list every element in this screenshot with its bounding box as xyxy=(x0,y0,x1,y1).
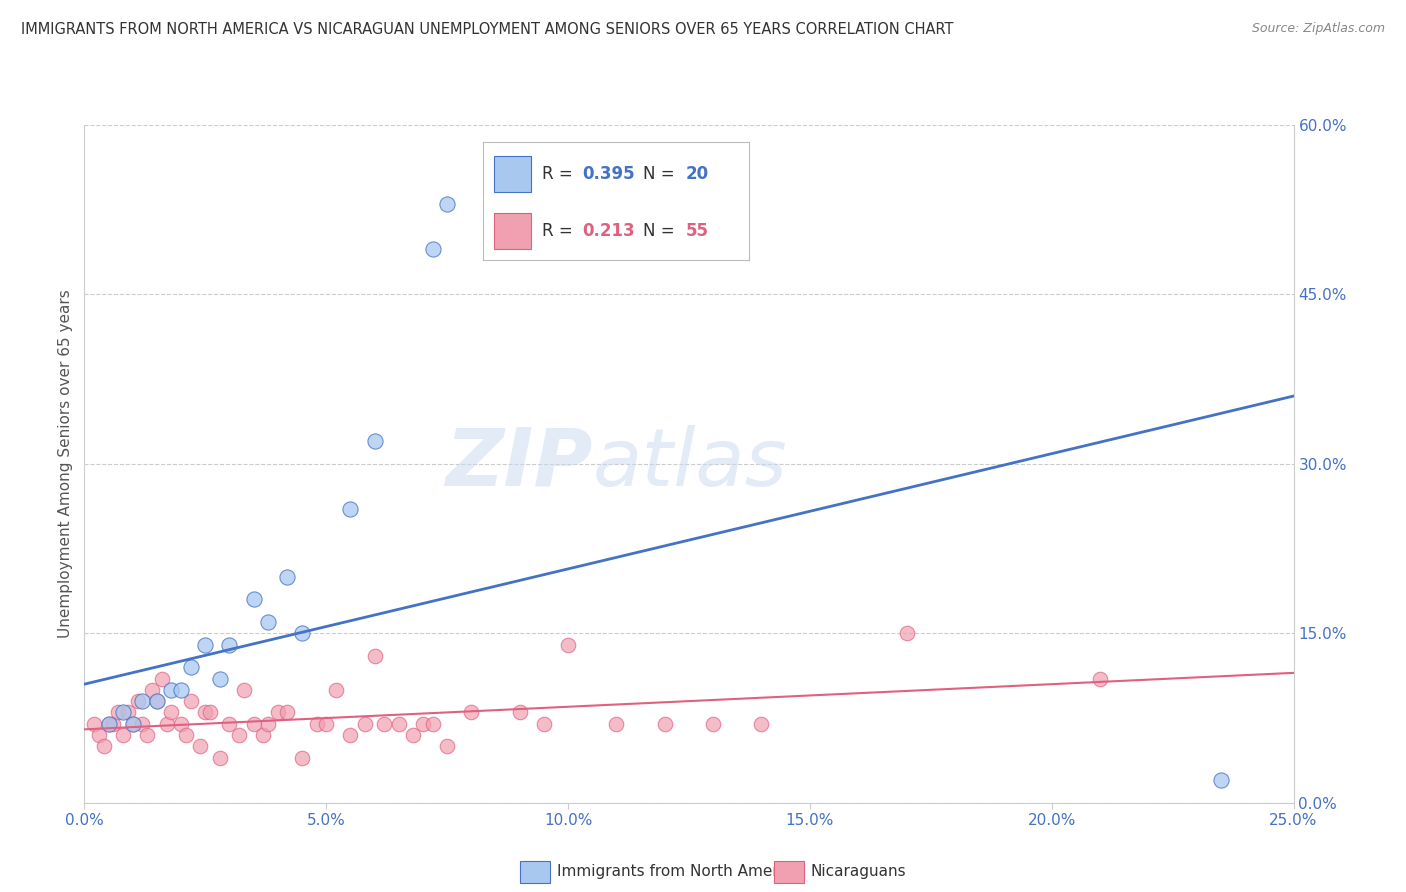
Point xyxy=(93,739,115,754)
Point xyxy=(533,716,555,731)
Point xyxy=(190,739,212,754)
Point xyxy=(257,716,280,731)
Point xyxy=(276,570,298,584)
Point xyxy=(291,750,314,764)
Point xyxy=(257,615,280,629)
Point xyxy=(97,716,120,731)
FancyBboxPatch shape xyxy=(494,213,531,249)
Point xyxy=(112,728,135,742)
Point xyxy=(276,706,298,720)
Point xyxy=(107,706,129,720)
Point xyxy=(112,706,135,720)
Point xyxy=(339,728,361,742)
Point xyxy=(339,502,361,516)
Point xyxy=(170,682,193,697)
Point xyxy=(103,716,125,731)
Point xyxy=(141,682,163,697)
Point xyxy=(315,716,337,731)
Point xyxy=(509,706,531,720)
Point xyxy=(146,694,169,708)
Point xyxy=(252,728,274,742)
Point xyxy=(363,434,385,449)
Point xyxy=(305,716,328,731)
Point xyxy=(605,716,627,731)
Text: Nicaraguans: Nicaraguans xyxy=(811,864,907,880)
Point xyxy=(180,660,202,674)
Point xyxy=(363,648,385,663)
Point xyxy=(460,706,482,720)
Point xyxy=(180,694,202,708)
Point xyxy=(388,716,411,731)
Point xyxy=(160,682,183,697)
Point xyxy=(896,626,918,640)
Point xyxy=(1088,672,1111,686)
Point xyxy=(198,706,221,720)
Point xyxy=(436,739,458,754)
Point xyxy=(436,197,458,211)
Point xyxy=(170,716,193,731)
Point xyxy=(155,716,177,731)
Text: Immigrants from North America: Immigrants from North America xyxy=(557,864,801,880)
Point xyxy=(174,728,197,742)
Point xyxy=(121,716,143,731)
Point xyxy=(150,672,173,686)
Point xyxy=(233,682,256,697)
Text: R =: R = xyxy=(541,222,578,240)
Point xyxy=(654,716,676,731)
FancyBboxPatch shape xyxy=(494,156,531,192)
Point xyxy=(557,638,579,652)
Point xyxy=(218,638,240,652)
Text: 0.395: 0.395 xyxy=(582,165,634,183)
Y-axis label: Unemployment Among Seniors over 65 years: Unemployment Among Seniors over 65 years xyxy=(58,290,73,638)
Point xyxy=(702,716,724,731)
Text: N =: N = xyxy=(643,165,681,183)
Point xyxy=(131,694,153,708)
Text: R =: R = xyxy=(541,165,578,183)
Point xyxy=(422,242,444,256)
Point xyxy=(751,716,773,731)
Point xyxy=(354,716,377,731)
Point xyxy=(208,750,231,764)
Point xyxy=(160,706,183,720)
Point xyxy=(131,716,153,731)
Point xyxy=(267,706,290,720)
Point xyxy=(127,694,149,708)
Text: 0.213: 0.213 xyxy=(582,222,634,240)
Point xyxy=(242,592,264,607)
Point xyxy=(228,728,250,742)
Point xyxy=(325,682,347,697)
Point xyxy=(373,716,395,731)
Text: ZIP: ZIP xyxy=(444,425,592,503)
Point xyxy=(117,706,139,720)
Text: IMMIGRANTS FROM NORTH AMERICA VS NICARAGUAN UNEMPLOYMENT AMONG SENIORS OVER 65 Y: IMMIGRANTS FROM NORTH AMERICA VS NICARAG… xyxy=(21,22,953,37)
Point xyxy=(208,672,231,686)
Point xyxy=(194,638,217,652)
Point xyxy=(146,694,169,708)
Point xyxy=(218,716,240,731)
Text: Source: ZipAtlas.com: Source: ZipAtlas.com xyxy=(1251,22,1385,36)
Point xyxy=(121,716,143,731)
Point xyxy=(291,626,314,640)
Text: 55: 55 xyxy=(686,222,709,240)
Point xyxy=(422,716,444,731)
Point xyxy=(83,716,105,731)
Text: 20: 20 xyxy=(686,165,709,183)
Text: N =: N = xyxy=(643,222,681,240)
Point xyxy=(136,728,159,742)
Point xyxy=(194,706,217,720)
Point xyxy=(242,716,264,731)
Text: atlas: atlas xyxy=(592,425,787,503)
Point xyxy=(97,716,120,731)
Point xyxy=(1209,773,1232,788)
Point xyxy=(87,728,110,742)
Point xyxy=(412,716,434,731)
Point xyxy=(402,728,425,742)
